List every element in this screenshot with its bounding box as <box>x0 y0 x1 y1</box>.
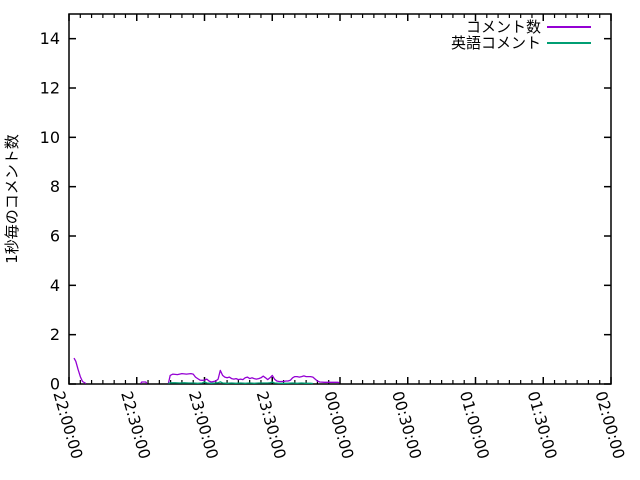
x-tick-label: 23:30:00 <box>253 389 289 461</box>
series-line-english-comments <box>168 381 313 385</box>
y-tick-label: 10 <box>40 128 60 147</box>
legend-line-sample-comments <box>547 26 591 28</box>
y-tick-label: 14 <box>40 29 60 48</box>
x-tick-label: 01:00:00 <box>456 389 492 461</box>
y-tick-label: 2 <box>50 325 60 344</box>
legend-label-english-comments: 英語コメント <box>450 34 541 52</box>
x-tick-label: 02:00:00 <box>591 389 627 461</box>
y-tick-label: 0 <box>50 375 60 394</box>
legend-label-comments: コメント数 <box>465 18 541 36</box>
x-tick-label: 00:30:00 <box>388 389 424 461</box>
legend-line-sample-english-comments <box>547 42 591 44</box>
y-tick-label: 4 <box>50 276 60 295</box>
x-tick-label: 23:00:00 <box>185 389 221 461</box>
series-line-comments <box>73 357 87 385</box>
x-tick-label: 22:00:00 <box>49 389 85 461</box>
y-axis-title: 1秒毎のコメント数 <box>3 134 21 264</box>
y-tick-label: 8 <box>50 177 60 196</box>
legend-entry-comments: コメント数 <box>0 19 591 35</box>
x-tick-label: 22:30:00 <box>117 389 153 461</box>
x-tick-label: 00:00:00 <box>320 389 356 461</box>
y-tick-label: 6 <box>50 227 60 246</box>
series-line-comments <box>140 381 148 384</box>
x-tick-label: 01:30:00 <box>524 389 560 461</box>
plot-border <box>68 13 612 385</box>
legend-entry-english-comments: 英語コメント <box>0 35 591 51</box>
series-line-comments <box>167 369 340 384</box>
y-tick-label: 12 <box>40 79 60 98</box>
legend: コメント数 英語コメント <box>0 19 591 51</box>
